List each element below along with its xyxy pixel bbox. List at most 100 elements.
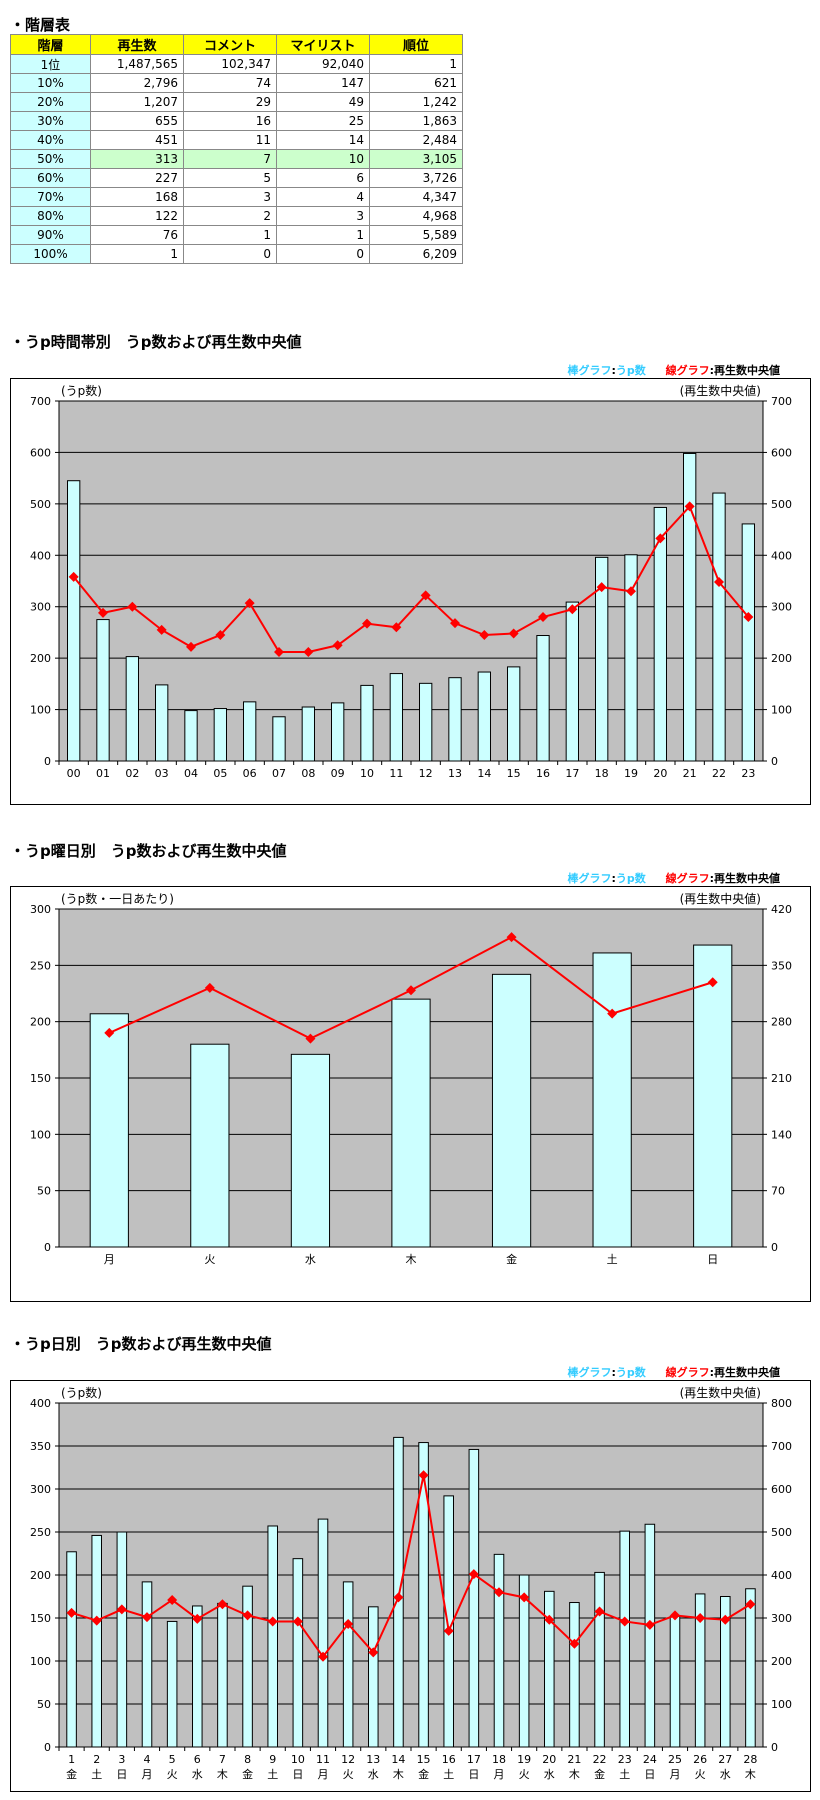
bar (342, 1581, 354, 1748)
x-tick-label: 06 (243, 767, 257, 780)
y-right-tick-label: 600 (771, 1483, 792, 1496)
table-row: 20% 1,207 29 49 1,242 (10, 92, 463, 112)
line-point (519, 1592, 530, 1603)
line-point (418, 1470, 429, 1481)
table-cell: 3 (183, 187, 277, 207)
table-cell: 168 (90, 187, 184, 207)
x-tick-label: 21 (567, 1753, 581, 1766)
x-weekday-label: 水 (192, 1768, 203, 1781)
legend-bar-label: 棒グラフ (567, 1366, 612, 1379)
y-left-tick-label: 200 (30, 1016, 51, 1029)
x-weekday-label: 土 (619, 1768, 630, 1781)
bar (360, 684, 374, 762)
table-cell: 16 (183, 111, 277, 131)
x-weekday-label: 土 (443, 1768, 454, 1781)
x-tick-label: 水 (305, 1253, 316, 1266)
bar (694, 1593, 706, 1748)
x-weekday-label: 木 (393, 1768, 404, 1781)
table-cell: 1 (183, 225, 277, 245)
table-cell: 621 (369, 73, 463, 93)
table-cell: 49 (276, 92, 370, 112)
x-tick-label: 14 (477, 767, 491, 780)
bar (507, 666, 521, 762)
line-point (217, 1599, 228, 1610)
bar (419, 682, 433, 762)
y-left-tick-label: 300 (30, 1483, 51, 1496)
table-row: 40% 451 11 14 2,484 (10, 130, 463, 150)
y-right-tick-label: 210 (771, 1072, 792, 1085)
table-cell: 102,347 (183, 54, 277, 74)
bar (669, 1615, 681, 1748)
y-left-tick-label: 150 (30, 1612, 51, 1625)
table-cell: 1,242 (369, 92, 463, 112)
x-tick-label: 16 (536, 767, 550, 780)
x-tick-label: 9 (269, 1753, 276, 1766)
x-tick-label: 4 (144, 1753, 151, 1766)
y-right-tick-label: 350 (771, 959, 792, 972)
y-left-tick-label: 400 (30, 549, 51, 562)
bar (155, 684, 169, 762)
table-cell: 14 (276, 130, 370, 150)
tier-label-cell: 1位 (10, 54, 91, 74)
x-weekday-label: 金 (66, 1767, 77, 1781)
bar (720, 1596, 731, 1748)
table-row: 30% 655 16 25 1,863 (10, 111, 463, 131)
table-cell: 2 (183, 206, 277, 226)
line-point (596, 582, 607, 593)
bar (243, 701, 257, 762)
line-point (494, 1587, 504, 1598)
line-point (318, 1651, 328, 1662)
bar (317, 1518, 329, 1748)
x-tick-label: 12 (419, 767, 433, 780)
table-cell: 2,484 (369, 130, 463, 150)
bar (693, 944, 733, 1248)
bar (301, 706, 315, 762)
chart-svg: 0 50 100 150 200 250 300 350 400 0 100 200 300 400 500… (30, 1385, 792, 1781)
y-left-tick-label: 500 (30, 498, 51, 511)
line-point (393, 1592, 404, 1603)
y-right-tick-label: 100 (771, 704, 792, 717)
table-row: 90% 76 1 1 5,589 (10, 225, 463, 245)
x-tick-label: 19 (624, 767, 638, 780)
y-right-tick-label: 280 (771, 1016, 792, 1029)
x-tick-label: 金 (506, 1252, 517, 1266)
x-weekday-label: 日 (468, 1768, 479, 1781)
x-tick-label: 2 (93, 1753, 100, 1766)
line-point (186, 641, 196, 652)
legend-bar-label: 棒グラフ (567, 872, 612, 885)
bar (184, 710, 198, 762)
table-cell: 4,347 (369, 187, 463, 207)
y-left-unit: (うp数) (61, 383, 102, 398)
y-left-tick-label: 0 (44, 1741, 51, 1754)
bar (619, 1530, 630, 1748)
bar (569, 1602, 580, 1748)
chart-svg: 0 50 100 150 200 250 300 0 70 140 210 280 350 420 (うp数… (30, 891, 792, 1266)
line-series (72, 504, 750, 653)
table-cell: 655 (90, 111, 184, 131)
x-tick-label: 23 (618, 1753, 632, 1766)
line-point (116, 1604, 127, 1615)
tier-label-cell: 30% (10, 111, 91, 131)
table-cell: 11 (183, 130, 277, 150)
line-point (98, 607, 108, 618)
line-point (292, 1616, 303, 1627)
y-right-tick-label: 70 (771, 1185, 785, 1198)
line-point (569, 1638, 580, 1649)
legend-line-label: 線グラフ (665, 1366, 710, 1379)
line-point (267, 1616, 278, 1627)
y-left-tick-label: 250 (30, 1526, 51, 1539)
line-point (303, 646, 314, 657)
line-point (167, 1594, 178, 1605)
bar (192, 1605, 203, 1748)
x-tick-label: 20 (653, 767, 667, 780)
table-cell: 7 (183, 149, 277, 169)
y-left-tick-label: 400 (30, 1397, 51, 1410)
line-point (91, 1615, 102, 1626)
line-point (594, 1606, 605, 1617)
x-weekday-label: 土 (91, 1768, 102, 1781)
x-tick-label: 11 (316, 1753, 330, 1766)
x-tick-label: 23 (741, 767, 755, 780)
x-tick-label: 18 (595, 767, 609, 780)
line-point (670, 1610, 680, 1621)
x-weekday-label: 火 (519, 1768, 530, 1781)
